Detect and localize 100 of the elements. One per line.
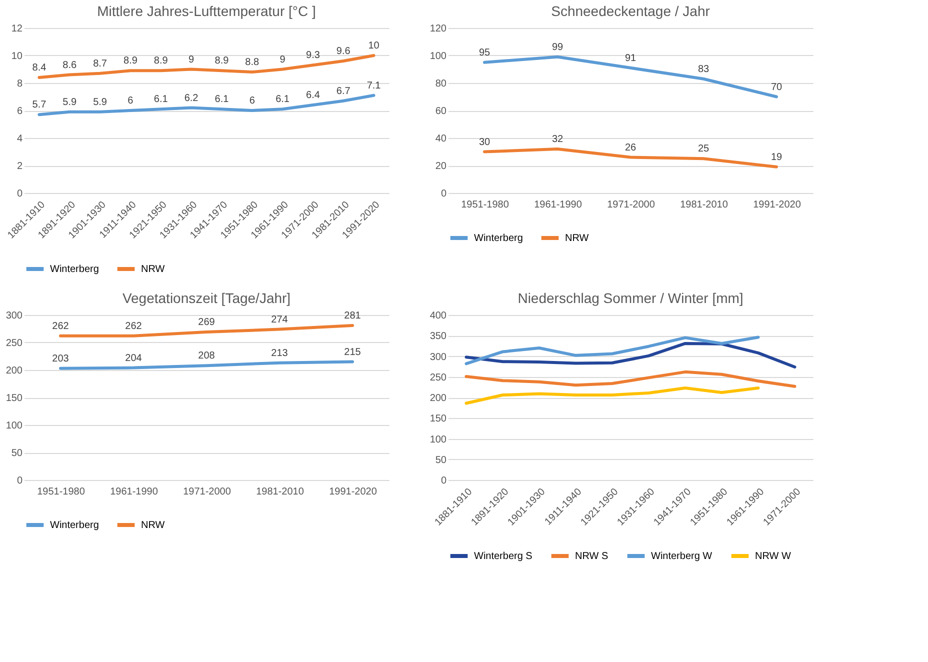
line-series [464,386,760,405]
data-label: 95 [478,47,490,58]
data-label: 5.9 [93,96,108,108]
data-label: 8.8 [245,57,260,68]
data-label: 215 [344,346,362,358]
data-label: 6 [249,96,256,106]
y-tick-label: 0 [16,188,23,200]
legend-label: NRW [141,520,166,531]
y-tick-label: 12 [11,24,23,34]
data-label: 25 [698,144,710,155]
data-label: 8.4 [32,62,47,74]
y-tick-label: 0 [16,476,23,486]
x-tick-label: 1981-2010 [256,486,304,498]
data-label: 8.7 [93,58,108,70]
data-label: 6.2 [184,92,199,104]
data-label: 99 [552,42,564,53]
data-label: 26 [624,142,636,154]
data-label: 5.7 [32,100,47,111]
chart-title: Vegetationszeit [Tage/Jahr] [122,290,291,306]
y-tick-label: 60 [435,106,447,117]
y-tick-label: 40 [435,134,447,144]
data-label: 8.6 [62,60,78,71]
y-tick-label: 150 [6,393,23,404]
y-tick-label: 150 [430,414,447,425]
data-label: 6.1 [276,94,290,106]
y-tick-label: 250 [6,338,23,349]
x-tick-label: 1971-2000 [607,200,656,210]
data-label: 281 [344,310,362,322]
y-tick-label: 100 [6,420,23,432]
data-label: 6 [128,96,134,106]
y-tick-label: 4 [16,134,23,144]
data-label: 9 [188,54,195,66]
data-label: 203 [52,353,70,364]
legend-label: Winterberg [50,520,99,531]
y-tick-label: 300 [6,310,23,322]
y-tick-label: 50 [435,454,447,466]
line-series [464,370,796,388]
data-label: 5.9 [62,96,78,108]
y-tick-label: 400 [430,310,447,322]
legend-label: NRW W [755,551,792,562]
data-label: 262 [52,320,70,332]
y-tick-label: 20 [435,161,447,172]
legend-label: NRW [141,264,166,275]
line-series [59,360,354,370]
y-tick-label: 200 [430,393,447,404]
chart-title: Mittlere Jahres-Lufttemperatur [°C ] [97,3,316,19]
data-label: 269 [198,317,216,328]
data-label: 83 [698,64,710,75]
data-label: 6.7 [336,86,351,97]
y-tick-label: 100 [430,51,447,62]
legend-label: NRW S [575,551,608,562]
line-series [464,336,760,366]
x-tick-label: 1981-2010 [680,200,728,210]
data-label: 70 [770,82,782,93]
data-label: 6.1 [214,94,230,106]
legend-label: Winterberg W [651,551,713,562]
data-label: 19 [770,152,782,163]
data-label: 6.4 [306,90,320,101]
y-tick-label: 10 [11,51,23,62]
y-tick-label: 6 [16,106,23,117]
x-tick-label: 1961-1990 [110,486,158,498]
y-tick-label: 0 [440,188,447,200]
data-label: 10 [368,40,380,52]
data-label: 9.3 [306,50,320,62]
data-label: 274 [271,314,288,326]
y-tick-label: 200 [6,366,23,376]
y-tick-label: 8 [16,78,23,90]
y-tick-label: 50 [11,448,23,459]
legend-label: NRW [565,233,590,244]
y-tick-label: 350 [430,331,447,342]
data-label: 9.6 [336,46,351,57]
data-label: 91 [624,52,636,64]
legend-label: Winterberg [474,233,523,244]
data-label: 6.1 [154,94,168,106]
y-tick-label: 2 [16,161,23,172]
y-tick-label: 300 [430,352,447,363]
chart-title: Niederschlag Sommer / Winter [mm] [518,290,744,306]
x-tick-label: 1991-2020 [753,200,802,210]
data-label: 213 [271,348,288,359]
data-label: 30 [478,136,490,148]
x-tick-label: 1951-1980 [37,486,86,498]
y-tick-label: 120 [430,24,447,34]
x-tick-label: 1971-2000 [183,486,232,498]
y-tick-label: 80 [435,78,447,90]
data-label: 8.9 [124,56,138,67]
legend-label: Winterberg [50,264,99,275]
y-tick-label: 100 [430,434,447,446]
legend-label: Winterberg S [474,551,533,562]
data-label: 208 [198,350,216,362]
data-label: 7.1 [366,80,382,92]
data-label: 262 [125,320,142,332]
data-label: 204 [125,352,142,364]
line-series [464,342,796,368]
y-tick-label: 250 [430,372,447,384]
x-tick-label: 1991-2020 [329,486,378,498]
data-label: 32 [552,134,564,145]
chart-title: Schneedeckentage / Jahr [551,3,710,19]
y-tick-label: 0 [440,476,447,486]
data-label: 8.9 [154,56,168,67]
data-label: 9 [280,54,286,66]
